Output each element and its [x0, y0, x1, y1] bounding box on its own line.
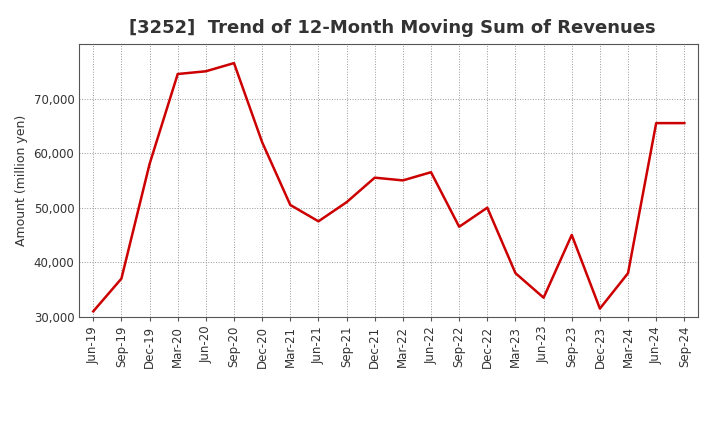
Text: [3252]  Trend of 12-Month Moving Sum of Revenues: [3252] Trend of 12-Month Moving Sum of R… [129, 19, 655, 37]
Y-axis label: Amount (million yen): Amount (million yen) [15, 115, 28, 246]
